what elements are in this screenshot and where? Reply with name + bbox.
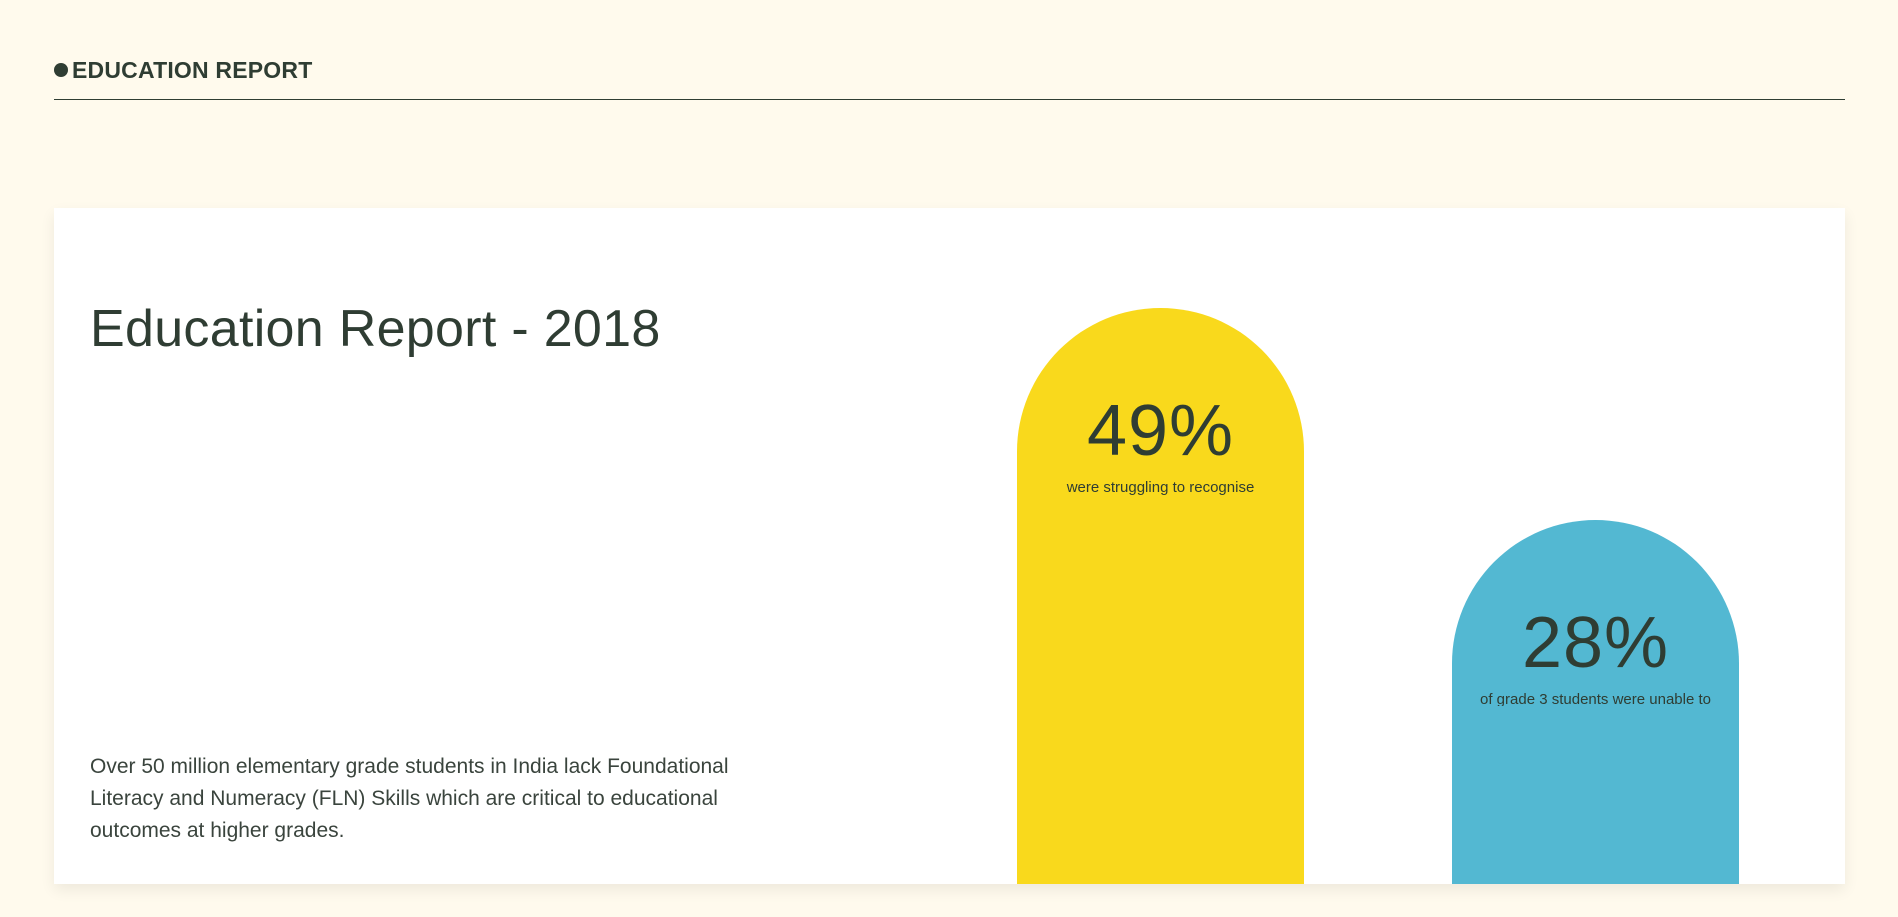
stat-value: 49% <box>1086 391 1235 471</box>
report-title: Education Report - 2018 <box>90 300 661 358</box>
bullet-dot-icon <box>54 63 68 77</box>
stat-arch-literacy: 49% were struggling to recognise <box>1017 308 1304 884</box>
stat-caption: of grade 3 students were unable to <box>1480 691 1711 706</box>
stat-caption: were struggling to recognise <box>1066 479 1255 496</box>
stat-arch-numeracy: 28% of grade 3 students were unable to <box>1452 520 1739 884</box>
section-title: EDUCATION REPORT <box>72 57 313 83</box>
report-card: Education Report - 2018 Over 50 million … <box>54 208 1845 884</box>
report-description: Over 50 million elementary grade student… <box>90 755 729 842</box>
page-header: EDUCATION REPORT <box>54 56 1845 100</box>
stat-value: 28% <box>1521 603 1670 683</box>
